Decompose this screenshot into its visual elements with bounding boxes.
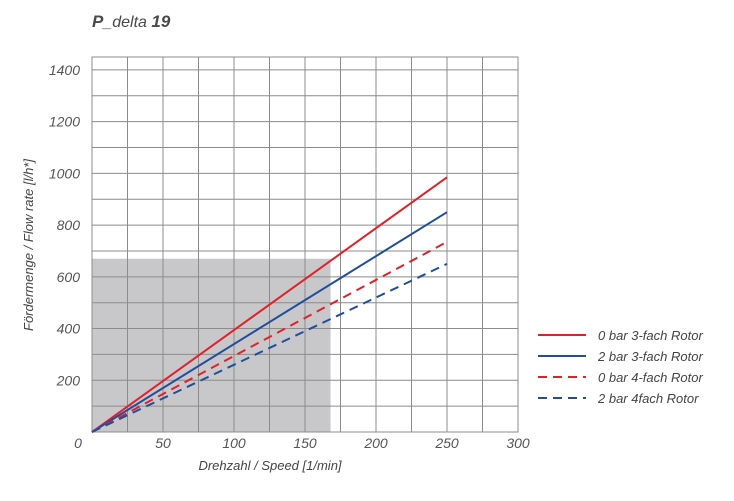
plot-frame	[91, 56, 519, 433]
y-tick-label: 200	[56, 372, 81, 388]
y-tick-label: 400	[57, 321, 81, 337]
series-line-3	[91, 241, 448, 433]
origin-tick-label: 0	[74, 435, 82, 451]
x-tick-label: 200	[363, 435, 388, 451]
series-line-2	[91, 211, 448, 433]
series-line-1	[91, 176, 448, 433]
chart-title: P_delta 19	[92, 12, 171, 31]
legend-label: 2 bar 3-fach Rotor	[597, 349, 703, 364]
title-prefix: P	[92, 12, 104, 31]
title-number: 19	[151, 12, 170, 31]
y-tick-label: 1200	[49, 114, 80, 130]
series-line-4	[91, 262, 448, 433]
x-axis-label: Drehzahl / Speed [1/min]	[198, 458, 341, 473]
x-tick-label: 150	[293, 435, 317, 451]
x-tick-label: 100	[222, 435, 246, 451]
legend-label: 0 bar 4-fach Rotor	[598, 370, 703, 385]
legend-label: 0 bar 3-fach Rotor	[598, 328, 703, 343]
x-tick-label: 300	[506, 435, 530, 451]
y-axis-label: Fördermenge / Flow rate [l/h*]	[21, 159, 36, 331]
y-tick-label: 600	[57, 269, 81, 285]
x-tick-label: 250	[434, 435, 459, 451]
title-mid: _delta	[101, 14, 151, 31]
x-tick-label: 50	[155, 435, 171, 451]
y-tick-label: 800	[57, 217, 81, 233]
legend-label: 2 bar 4fach Rotor	[597, 391, 699, 406]
y-tick-label: 1000	[49, 165, 80, 181]
y-tick-label: 1400	[49, 62, 80, 78]
